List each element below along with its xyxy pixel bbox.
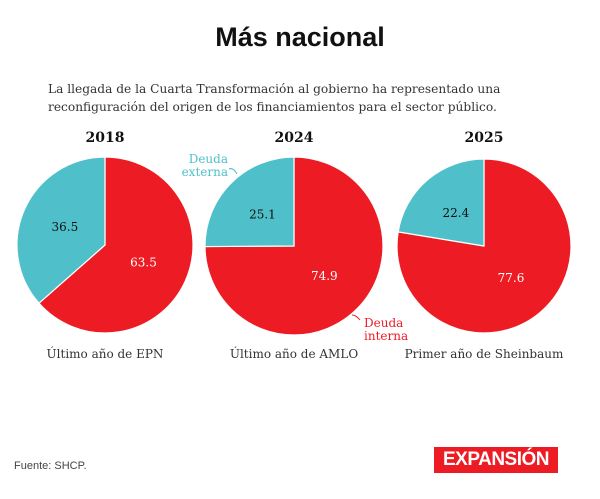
- chart-title: Más nacional: [215, 22, 385, 52]
- caption-2025: Primer año de Sheinbaum: [404, 347, 564, 361]
- legend-label-externa: Deuda externa: [182, 152, 228, 179]
- year-label-2018: 2018: [85, 130, 125, 146]
- legend-leader-interna: [351, 314, 361, 321]
- year-label-2025: 2025: [464, 130, 504, 146]
- expansion-logo: EXPANSIÓN: [434, 447, 558, 473]
- value-label-interna-2018: 63.5: [130, 255, 157, 269]
- year-label-2024: 2024: [274, 130, 314, 146]
- caption-2018: Último año de EPN: [46, 347, 164, 361]
- pie-slice-interna-2018: [38, 156, 194, 334]
- caption-2024: Último año de AMLO: [229, 347, 359, 361]
- value-label-externa-2025: 22.4: [442, 206, 469, 220]
- pie-slice-interna-2025: [396, 158, 572, 334]
- source-note: Fuente: SHCP.: [14, 460, 87, 472]
- legend-label-interna: Deuda interna: [364, 316, 408, 343]
- value-label-interna-2024: 74.9: [311, 269, 338, 283]
- legend-leader-externa: [228, 168, 238, 175]
- value-label-interna-2025: 77.6: [498, 271, 525, 285]
- value-label-externa-2024: 25.1: [249, 208, 276, 222]
- pie-slice-externa-2025: [397, 158, 485, 247]
- value-label-externa-2018: 36.5: [52, 220, 79, 234]
- pie-slice-externa-2018: [16, 156, 106, 305]
- pie-slice-externa-2024: [204, 156, 295, 248]
- chart-subtitle: La llegada de la Cuarta Transformación a…: [48, 82, 501, 114]
